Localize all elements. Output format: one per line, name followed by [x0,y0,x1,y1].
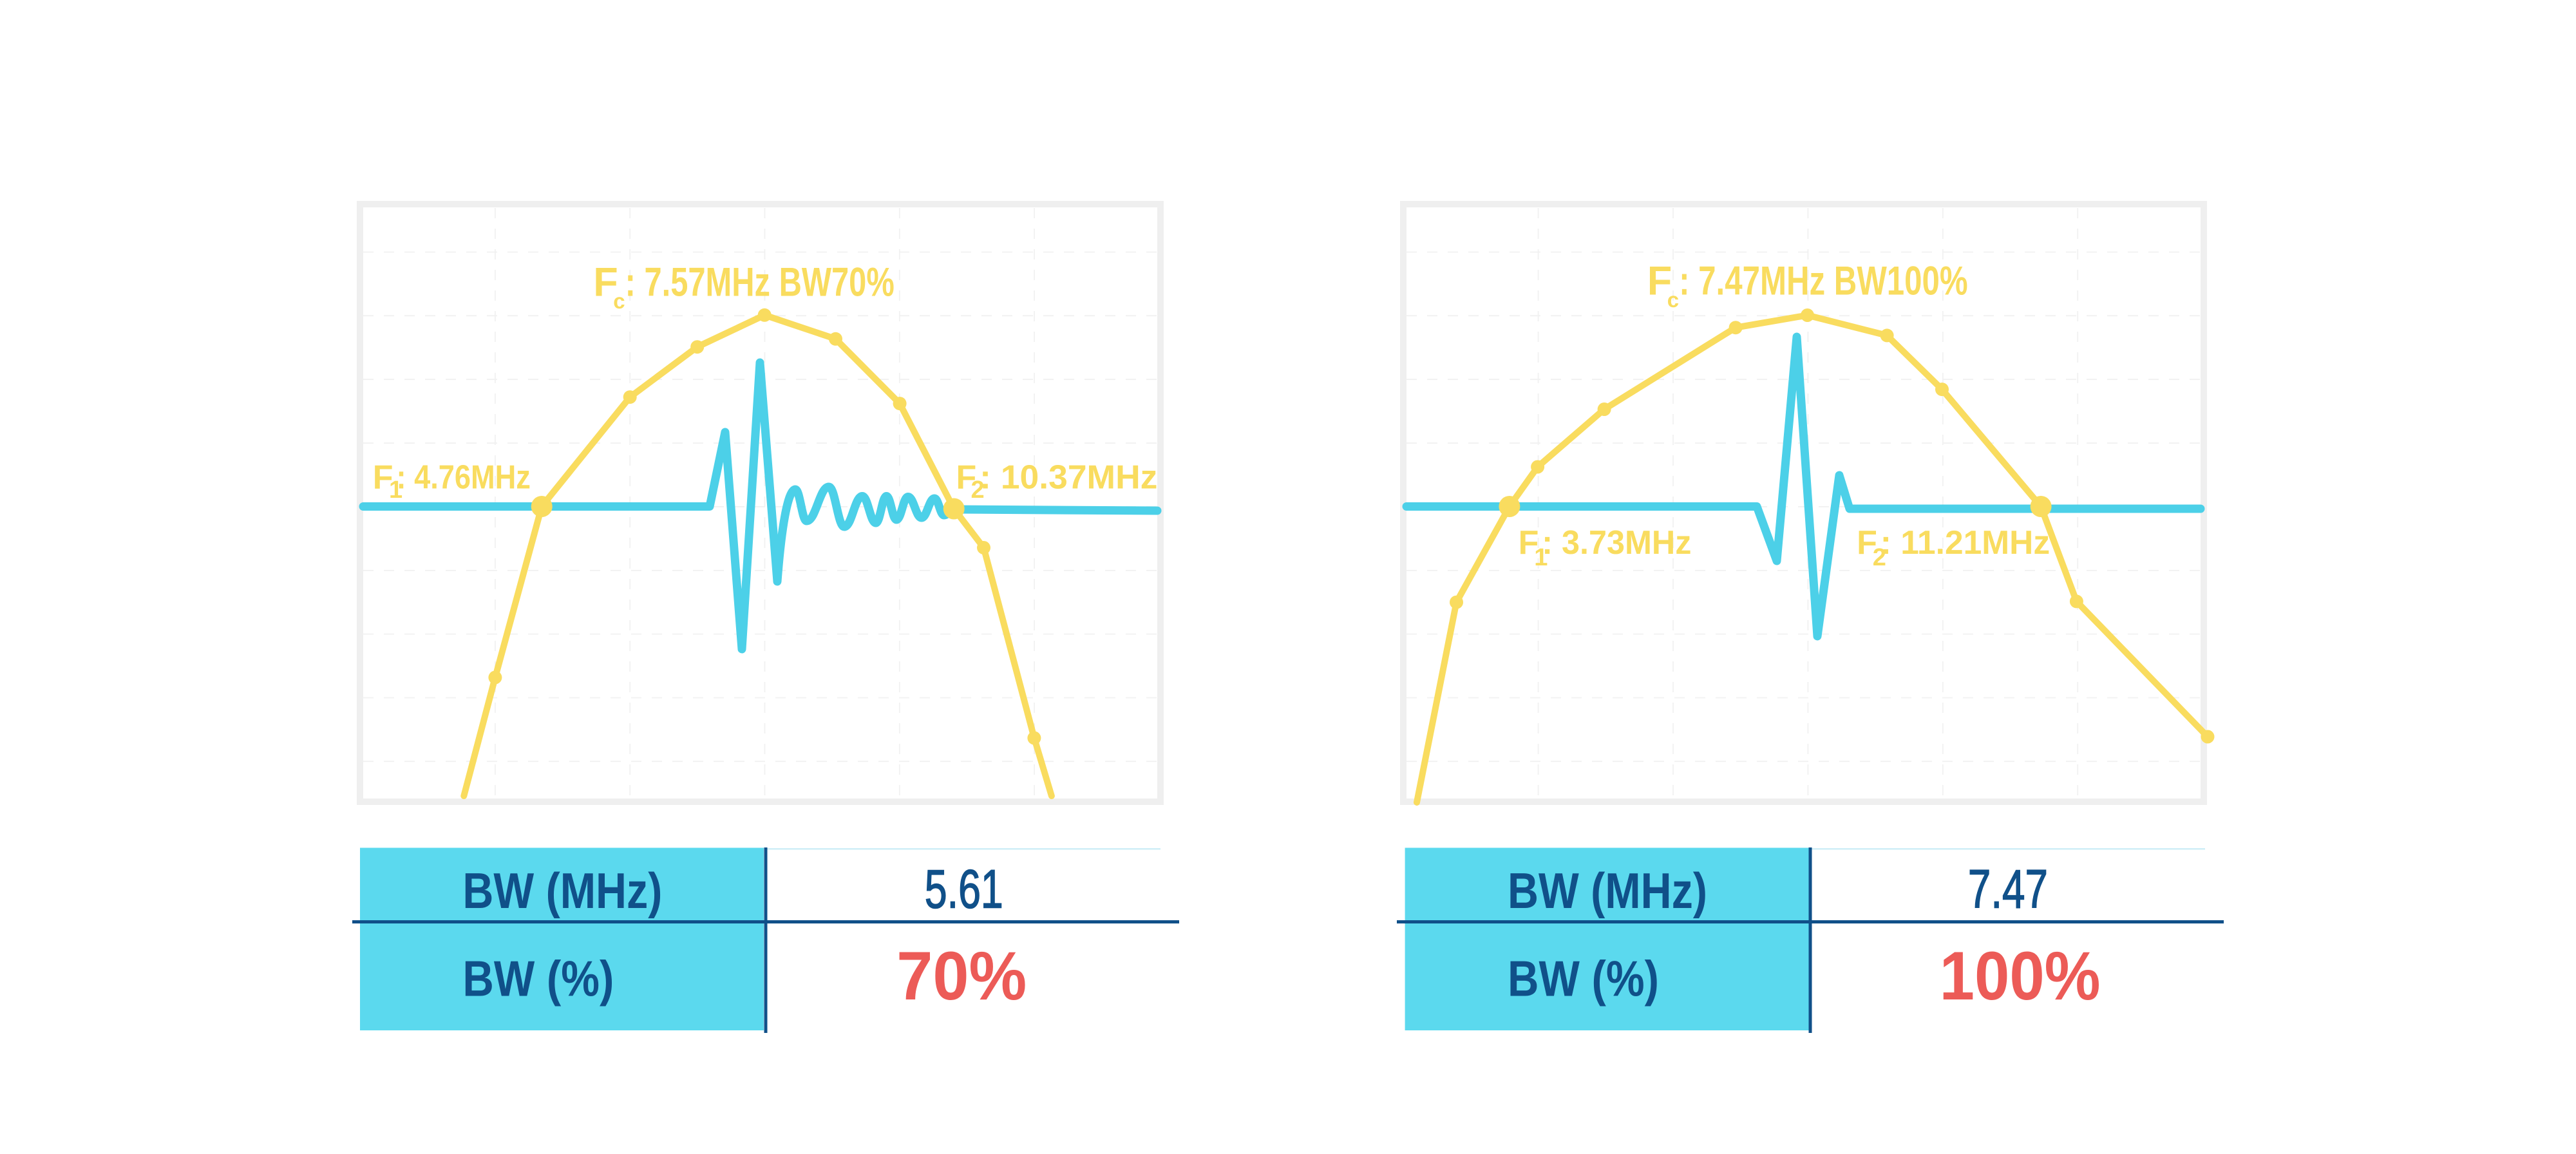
svg-text:F: F [956,459,977,497]
svg-text:2: 2 [1873,544,1886,571]
svg-text:7.47: 7.47 [1968,859,2048,920]
svg-text:1: 1 [389,477,402,504]
svg-text:70%: 70% [896,937,1027,1014]
svg-text:5.61: 5.61 [925,859,1003,920]
svg-text:F: F [1647,258,1672,303]
svg-text:: 10.37MHz: : 10.37MHz [980,459,1157,497]
svg-text:: 7.57MHz BW70%: : 7.57MHz BW70% [625,260,895,305]
svg-text:1: 1 [1534,544,1548,571]
svg-text:BW (%): BW (%) [1508,951,1659,1007]
svg-text:c: c [1667,288,1679,312]
svg-text:F: F [373,459,393,497]
svg-text:F: F [593,260,618,305]
svg-text:: 4.76MHz: : 4.76MHz [397,459,531,497]
svg-text:: 3.73MHz: : 3.73MHz [1542,524,1691,562]
svg-text:BW (MHz): BW (MHz) [1508,862,1707,919]
svg-text:2: 2 [971,477,985,504]
svg-text:F: F [1857,524,1877,562]
svg-text:BW (%): BW (%) [462,951,614,1007]
svg-text:F: F [1519,524,1539,562]
svg-text:: 7.47MHz BW100%: : 7.47MHz BW100% [1679,258,1968,303]
svg-text:BW (MHz): BW (MHz) [462,862,662,919]
svg-text:: 11.21MHz: : 11.21MHz [1880,524,2050,562]
svg-text:c: c [613,289,625,313]
svg-text:100%: 100% [1940,937,2101,1014]
